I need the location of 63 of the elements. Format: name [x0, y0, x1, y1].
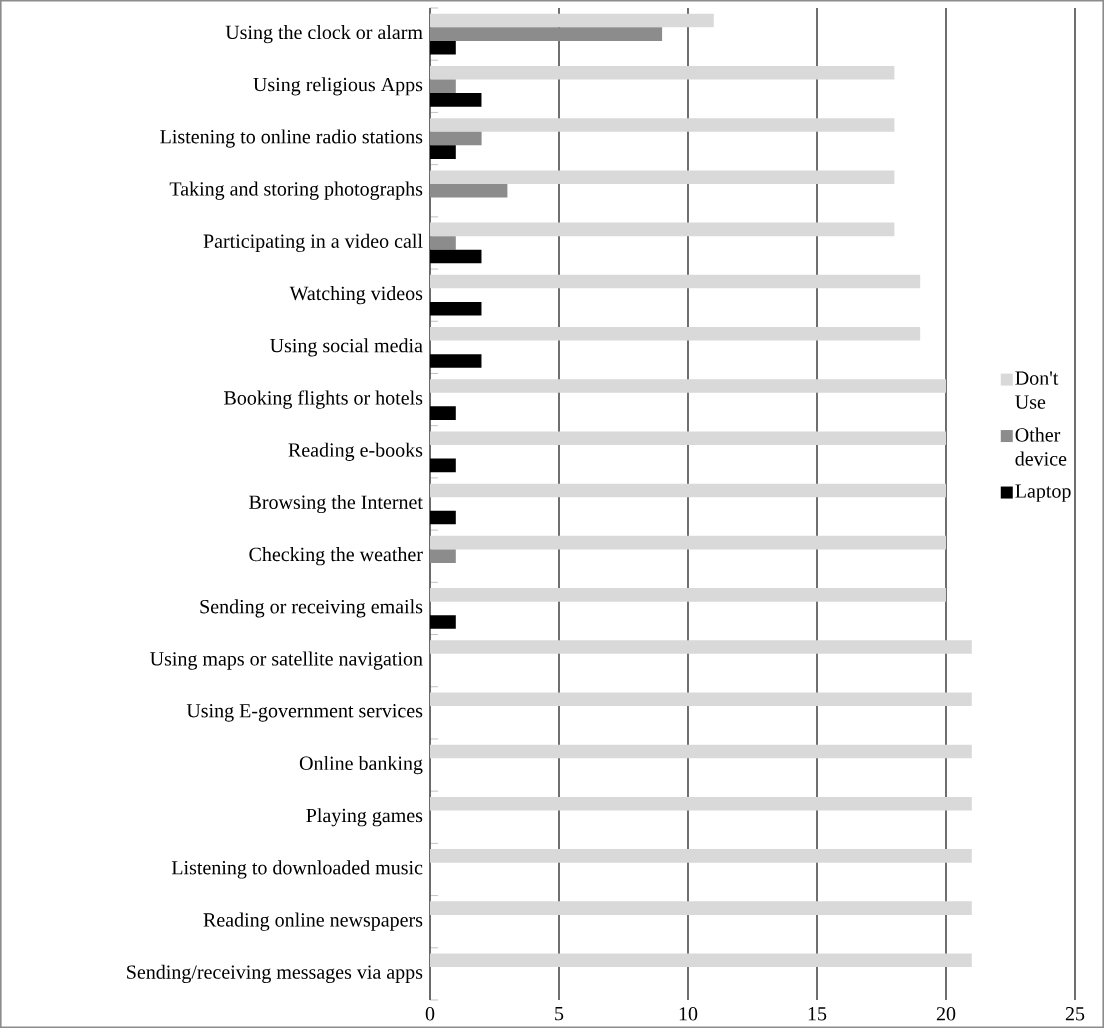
bar: [430, 406, 456, 420]
bar: [430, 849, 972, 863]
bar: [430, 131, 482, 146]
bar: [430, 796, 972, 811]
x-tick-label: 0: [425, 1007, 435, 1021]
bar: [430, 640, 972, 654]
y-tick-label: Reading e-books: [288, 442, 423, 461]
x-tick-label: 25: [1065, 1007, 1085, 1021]
bar: [430, 510, 456, 525]
x-tick-label: 20: [936, 1007, 956, 1021]
x-tick-label: 5: [555, 1007, 564, 1021]
y-tick-label: Using E-government services: [186, 704, 423, 722]
y-tick-label: Using religious Apps: [253, 77, 423, 96]
y-tick-label: Sending or receiving emails: [200, 599, 423, 618]
bar: [430, 431, 946, 445]
bar: [430, 65, 895, 80]
bar: [430, 379, 946, 393]
y-tick-label: Using social media: [270, 338, 423, 357]
bar: [430, 535, 946, 550]
y-tick-label: Participating in a video call: [203, 233, 423, 253]
y-tick-label: Online banking: [299, 755, 423, 775]
x-tick-label: 10: [679, 1007, 698, 1021]
bar: [430, 588, 946, 602]
bar: [430, 222, 895, 237]
y-tick-label: Sending/receiving messages via apps: [127, 964, 423, 983]
bar: [430, 236, 456, 250]
y-tick-label: Reading online newspapers: [203, 912, 423, 931]
legend-label: Other device: [1015, 427, 1067, 466]
bar: [430, 183, 508, 198]
bar: [430, 40, 456, 55]
bar: [430, 327, 921, 341]
bar: [430, 301, 482, 316]
bar: [430, 27, 663, 41]
y-tick-label: Watching videos: [289, 286, 423, 305]
bar: [430, 901, 972, 915]
legend-label: Laptop: [1015, 484, 1071, 502]
y-tick-label: Listening to downloaded music: [171, 860, 423, 879]
bar: [430, 458, 456, 473]
bar: [430, 354, 482, 368]
bar: [430, 483, 946, 498]
y-tick-label: Taking and storing photographs: [169, 181, 423, 200]
bar: [430, 274, 921, 289]
bar: [430, 744, 972, 759]
bar: [430, 118, 895, 132]
legend-label: Don't Use: [1015, 371, 1059, 409]
y-tick-label: Using the clock or alarm: [225, 24, 423, 44]
y-tick-label: Using maps or satellite navigation: [150, 651, 423, 670]
bar: [430, 145, 456, 159]
bar: [430, 549, 456, 563]
y-tick-label: Checking the weather: [249, 547, 423, 566]
bar: [430, 615, 456, 629]
bar: [430, 13, 714, 28]
y-tick-label: Playing games: [306, 808, 423, 827]
bar: [430, 93, 482, 107]
bar: [430, 79, 456, 94]
bar: [430, 953, 972, 968]
bar: [430, 249, 482, 264]
x-tick-label: 15: [808, 1007, 827, 1021]
bar: [430, 170, 895, 184]
y-tick-label: Booking flights or hotels: [224, 390, 423, 409]
y-tick-label: Browsing the Internet: [249, 494, 423, 514]
y-tick-label: Listening to online radio stations: [160, 129, 423, 148]
bar: [430, 692, 972, 707]
